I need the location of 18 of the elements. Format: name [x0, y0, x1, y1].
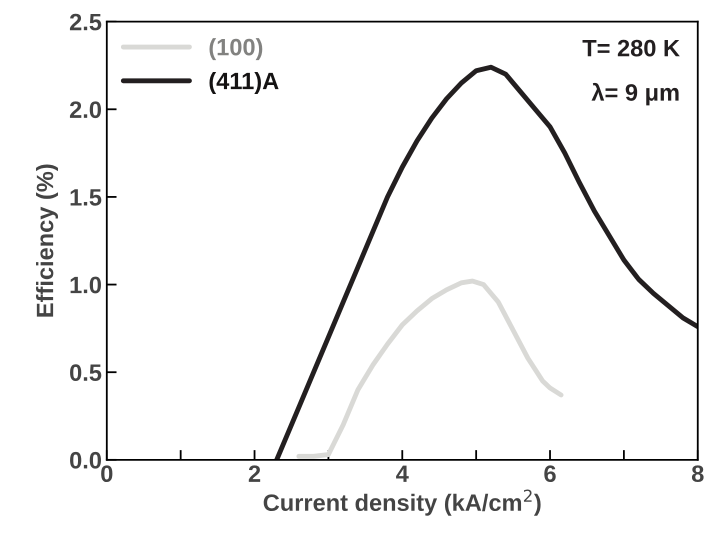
line-series [296, 278, 564, 459]
x-tick-label: 4 [396, 466, 409, 482]
x-tick-label: 8 [692, 465, 704, 482]
y-tick-label: 2.0 [70, 101, 101, 118]
y-tick-label: 1.0 [70, 276, 101, 294]
y-axis-title: Efficiency (%) [36, 164, 58, 317]
legend-label: (100) [210, 38, 262, 60]
y-tick-label: 1.5 [70, 189, 102, 206]
x-tick-label: 0 [101, 465, 112, 482]
y-tick-label: 0.5 [70, 364, 102, 381]
x-tick-label: 6 [544, 465, 556, 482]
y-tick-label: 2.5 [70, 14, 102, 30]
y-tick-label: 0.0 [70, 452, 101, 469]
legend-label: (411)A [210, 72, 279, 94]
x-tick-label: 2 [248, 465, 260, 482]
annotation: T= 280 K [582, 40, 680, 57]
annotation: λ= 9 μm [592, 82, 679, 106]
x-axis-title: Current density (kA/cm$^{2}$) [264, 490, 541, 516]
